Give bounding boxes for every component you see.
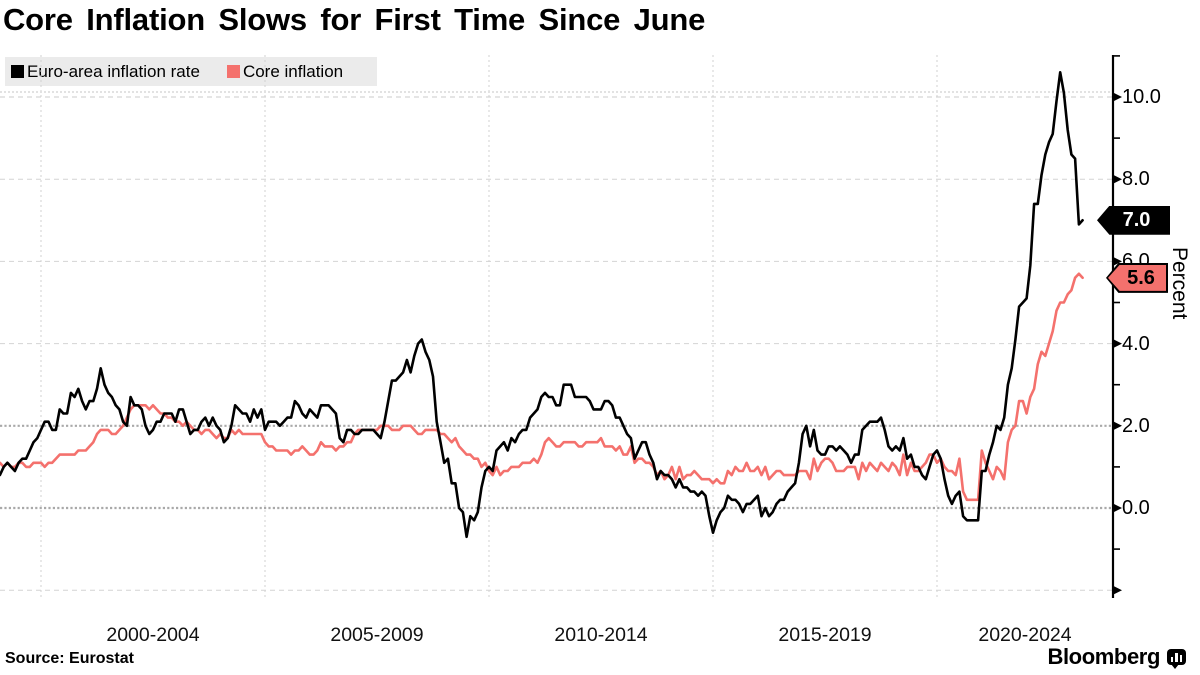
- series-line-euro-area: [0, 71, 1084, 539]
- y-tick-label: 4.0: [1122, 332, 1150, 355]
- chart-legend: Euro-area inflation rate Core inflation: [5, 57, 377, 86]
- source-credit: Source: Eurostat: [5, 650, 134, 667]
- series-line-core: [0, 272, 1084, 502]
- bloomberg-logo-icon: [1167, 649, 1186, 669]
- y-axis-title: Percent: [1168, 247, 1191, 320]
- legend-label-core: Core inflation: [242, 61, 344, 81]
- x-tick-label: 2010-2014: [554, 624, 648, 646]
- legend-label-euro-area: Euro-area inflation rate: [27, 61, 200, 81]
- x-tick-label: 2015-2019: [778, 624, 872, 646]
- value-tag-core: 5.6: [1106, 262, 1168, 293]
- y-axis-major-tick-arrow: [1113, 256, 1122, 266]
- y-axis-major-tick-arrow: [1113, 174, 1122, 184]
- y-tick-label: 8.0: [1122, 168, 1150, 191]
- bloomberg-branding: Bloomberg: [1047, 644, 1186, 670]
- y-tick-label: 10.0: [1122, 86, 1161, 108]
- value-tag-euro-area: 7.0: [1097, 205, 1170, 235]
- legend-swatch-red-icon: [226, 65, 240, 78]
- y-axis-major-tick-arrow: [1113, 585, 1122, 595]
- y-axis-major-tick-arrow: [1113, 339, 1122, 349]
- x-tick-label: 2005-2009: [330, 624, 424, 646]
- bloomberg-wordmark: Bloomberg: [1047, 644, 1160, 669]
- legend-item-euro-area: Euro-area inflation rate: [11, 62, 200, 82]
- value-tag-core-text: 5.6: [1108, 264, 1166, 291]
- x-tick-label: 2000-2004: [106, 624, 200, 646]
- legend-item-core: Core inflation: [226, 61, 344, 82]
- page-title: Core Inflation Slows for First Time Sinc…: [3, 2, 706, 37]
- y-axis-major-tick-arrow: [1113, 503, 1122, 513]
- y-tick-label: 2.0: [1122, 414, 1150, 437]
- y-axis-major-tick-arrow: [1113, 92, 1122, 102]
- x-tick-label: 2020-2024: [978, 624, 1072, 646]
- y-axis-major-tick-arrow: [1113, 421, 1122, 431]
- y-tick-label: 0.0: [1122, 497, 1150, 519]
- legend-swatch-black-icon: [11, 65, 24, 78]
